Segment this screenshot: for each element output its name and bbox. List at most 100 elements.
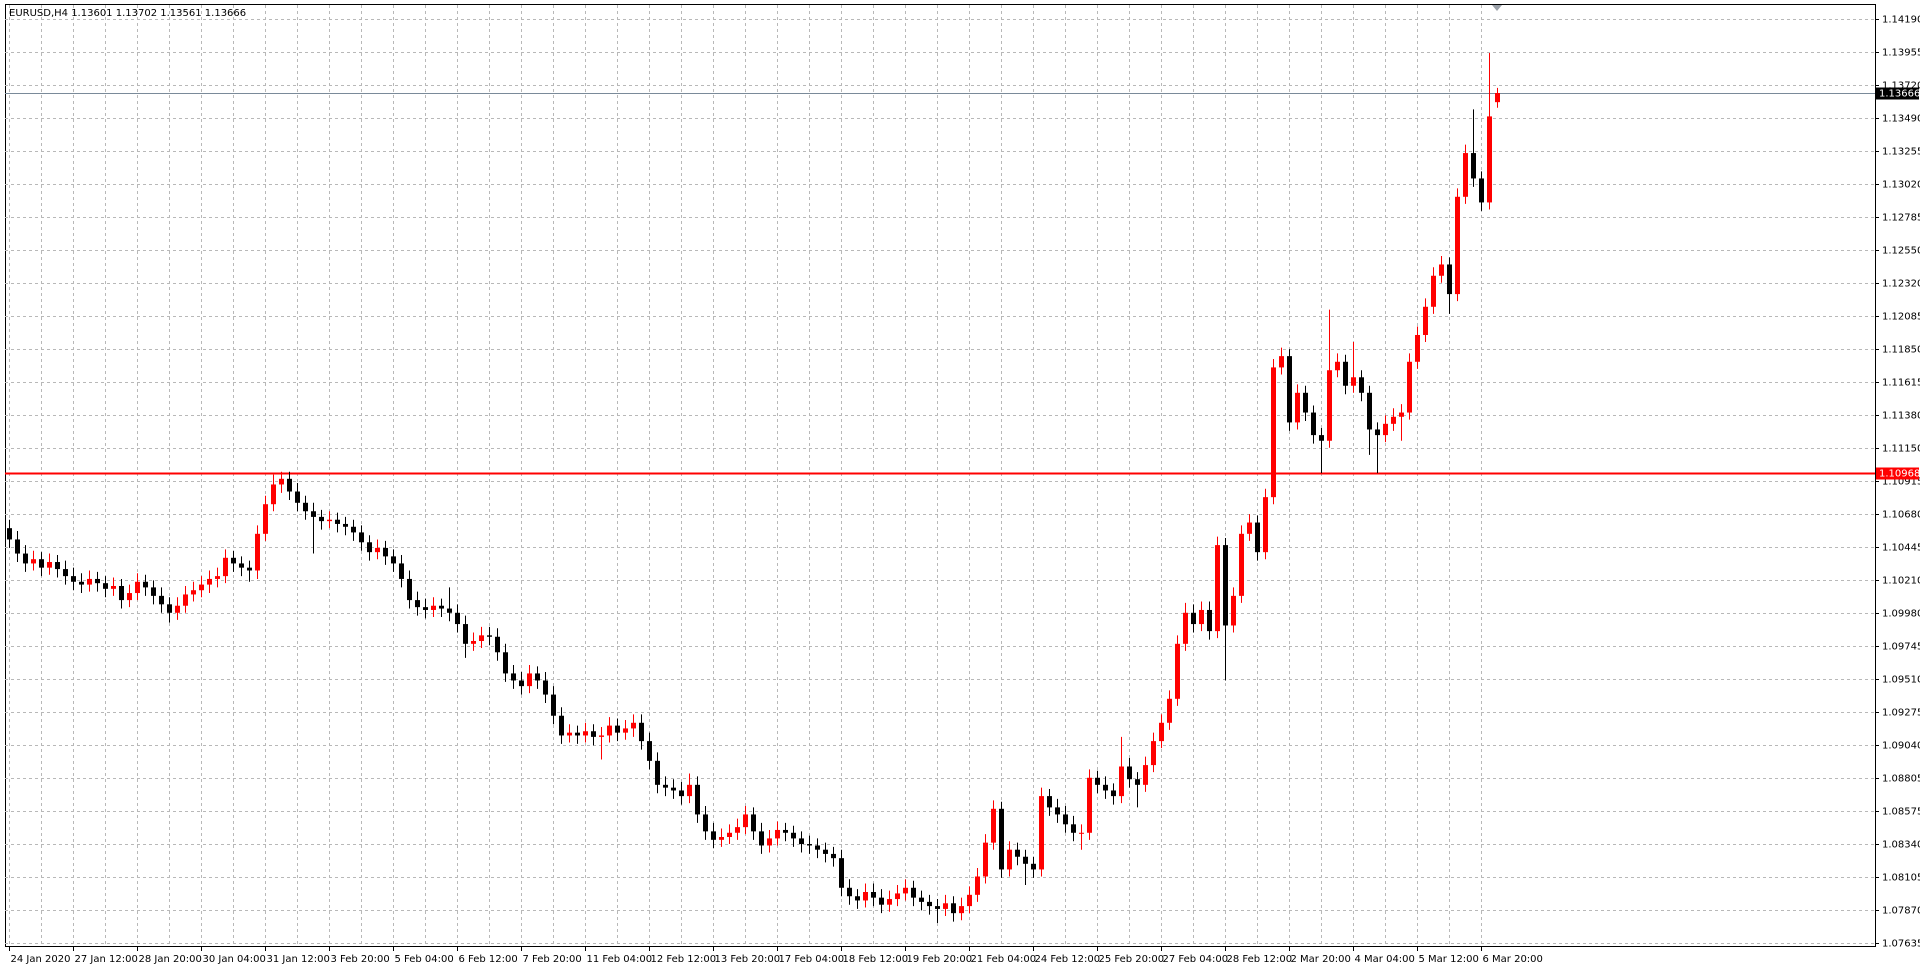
candle-body xyxy=(143,581,148,588)
candle-body xyxy=(1487,116,1492,203)
candle-body xyxy=(215,576,220,579)
y-tick-label: 1.11150 xyxy=(1882,444,1920,455)
x-tick-label: 31 Jan 12:00 xyxy=(267,954,330,965)
candle-body xyxy=(47,562,52,568)
y-tick-label: 1.12550 xyxy=(1882,246,1920,257)
candle-body xyxy=(191,590,196,595)
candle-body xyxy=(543,680,548,695)
candle-body xyxy=(127,593,132,601)
candle-body xyxy=(1119,766,1124,797)
x-tick-label: 5 Mar 12:00 xyxy=(1419,954,1479,965)
candle-body xyxy=(183,594,188,606)
candle-body xyxy=(463,624,468,644)
candle-body xyxy=(703,814,708,832)
candle-body xyxy=(295,491,300,503)
candle-body xyxy=(31,559,36,564)
candle-body xyxy=(383,547,388,557)
candle-body xyxy=(639,722,644,742)
candle-body xyxy=(951,903,956,914)
candle-body xyxy=(367,542,372,553)
x-tick-label: 13 Feb 20:00 xyxy=(715,954,781,965)
candle-body xyxy=(743,814,748,828)
shift-marker xyxy=(1492,5,1502,11)
x-tick-label: 4 Mar 04:00 xyxy=(1355,954,1415,965)
candle-body xyxy=(479,635,484,641)
candle-body xyxy=(455,612,460,625)
x-tick-label: 6 Mar 20:00 xyxy=(1483,954,1543,965)
candle-body xyxy=(599,735,604,737)
candle-body xyxy=(1143,765,1148,785)
x-tick-label: 27 Feb 04:00 xyxy=(1163,954,1229,965)
candle-body xyxy=(1279,356,1284,368)
candle-body xyxy=(1407,361,1412,413)
x-tick-label: 28 Feb 12:00 xyxy=(1227,954,1293,965)
candle-body xyxy=(1247,522,1252,534)
candle-body xyxy=(855,896,860,901)
candle-body xyxy=(879,897,884,905)
x-tick-label: 24 Feb 12:00 xyxy=(1035,954,1101,965)
y-tick-label: 1.10915 xyxy=(1882,477,1920,488)
x-tick-label: 7 Feb 20:00 xyxy=(523,954,582,965)
candle-body xyxy=(1463,153,1468,197)
candle-body xyxy=(71,576,76,582)
candle-body xyxy=(1087,777,1092,833)
candle-body xyxy=(991,808,996,843)
candle-body xyxy=(287,478,292,492)
price-label: 1.13666 xyxy=(1879,89,1920,100)
candle-body xyxy=(751,814,756,832)
candle-body xyxy=(1471,153,1476,179)
candle-body xyxy=(23,553,28,564)
candle-body xyxy=(7,528,12,540)
candle-body xyxy=(1319,435,1324,441)
candle-body xyxy=(503,652,508,674)
candle-body xyxy=(999,808,1004,870)
candle-body xyxy=(671,787,676,791)
candle-body xyxy=(975,876,980,895)
candle-body xyxy=(439,605,444,609)
candle-body xyxy=(1495,92,1500,103)
candle-body xyxy=(567,732,572,736)
candle-body xyxy=(791,832,796,839)
y-tick-label: 1.08340 xyxy=(1882,840,1920,851)
candle-body xyxy=(231,557,236,564)
candle-body xyxy=(263,504,268,534)
candle-body xyxy=(935,906,940,909)
candle-body xyxy=(391,556,396,564)
chart-title: EURUSD,H4 1.13601 1.13702 1.13561 1.1366… xyxy=(9,8,246,19)
y-tick-label: 1.12320 xyxy=(1882,279,1920,290)
x-tick-label: 2 Mar 20:00 xyxy=(1291,954,1351,965)
candle-body xyxy=(1079,832,1084,834)
candle-body xyxy=(335,519,340,524)
candle-body xyxy=(943,903,948,909)
candle-body xyxy=(487,635,492,637)
x-tick-label: 19 Feb 20:00 xyxy=(907,954,973,965)
y-tick-label: 1.13720 xyxy=(1882,81,1920,92)
candle-body xyxy=(679,790,684,797)
y-tick-label: 1.08575 xyxy=(1882,807,1920,818)
candle-body xyxy=(1255,522,1260,553)
x-tick-label: 27 Jan 12:00 xyxy=(75,954,138,965)
candle-body xyxy=(159,595,164,605)
candle-body xyxy=(1359,377,1364,393)
candle-body xyxy=(775,829,780,839)
x-tick-label: 11 Feb 04:00 xyxy=(587,954,653,965)
y-tick-label: 1.12085 xyxy=(1882,312,1920,323)
price-label-box xyxy=(1876,87,1919,100)
candle-body xyxy=(1343,361,1348,386)
candle-body xyxy=(199,584,204,591)
candle-body xyxy=(551,694,556,716)
candle-body xyxy=(1023,856,1028,864)
candle-body xyxy=(1335,361,1340,371)
y-tick-label: 1.12785 xyxy=(1882,213,1920,224)
y-tick-label: 1.13255 xyxy=(1882,147,1920,158)
candle-body xyxy=(1439,264,1444,276)
y-tick-label: 1.10680 xyxy=(1882,510,1920,521)
candle-body xyxy=(119,585,124,601)
candle-body xyxy=(1271,367,1276,498)
y-tick-label: 1.14190 xyxy=(1882,15,1920,26)
candle-body xyxy=(1175,643,1180,699)
candle-body xyxy=(1239,533,1244,596)
candle-body xyxy=(735,827,740,833)
